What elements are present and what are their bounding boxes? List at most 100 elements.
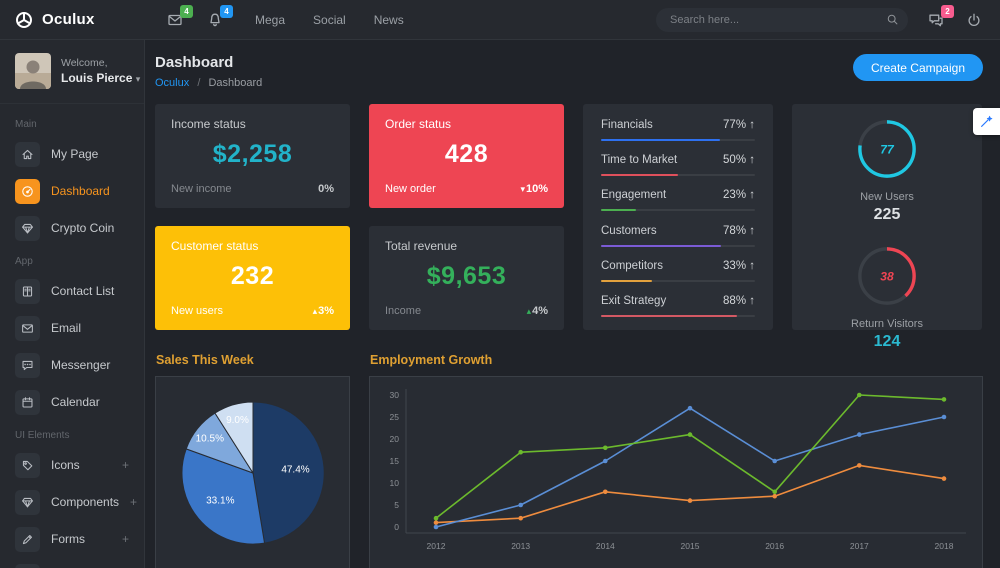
sales-pie-chart[interactable]: 47.4%33.1%10.5%9.0% AppleNokiaMIVivo bbox=[155, 376, 350, 568]
search-icon[interactable] bbox=[886, 13, 899, 26]
user-greeting: Welcome, bbox=[61, 57, 108, 69]
stat-footer-value: 0% bbox=[318, 183, 334, 195]
income-status-card: Income status $2,258 New income 0% bbox=[155, 104, 350, 208]
envelope-icon bbox=[167, 12, 183, 28]
svg-text:38: 38 bbox=[880, 269, 894, 283]
sidebar-item-label: Forms bbox=[51, 532, 85, 546]
customer-status-card: Customer status 232 New users ▴3% bbox=[155, 226, 350, 330]
messages-button[interactable]: 4 bbox=[167, 4, 193, 29]
expand-icon[interactable]: + bbox=[121, 458, 129, 472]
sidebar-group-label: UI Elements bbox=[15, 430, 70, 441]
sidebar-item-tables[interactable]: Tables+ bbox=[15, 563, 129, 568]
svg-text:30: 30 bbox=[390, 390, 400, 400]
stat-footer-label: New users bbox=[171, 305, 223, 317]
svg-text:10: 10 bbox=[390, 478, 400, 488]
chat-badge: 2 bbox=[941, 4, 954, 18]
stat-title: Customer status bbox=[171, 239, 259, 253]
stat-value: $9,653 bbox=[426, 262, 507, 290]
breadcrumb-current: Dashboard bbox=[208, 77, 263, 89]
sidebar-item-label: Crypto Coin bbox=[51, 221, 115, 235]
pie-chart-title: Sales This Week bbox=[156, 353, 254, 367]
search-input[interactable] bbox=[656, 7, 908, 32]
page-header: Dashboard Oculux / Dashboard Create Camp… bbox=[155, 54, 983, 89]
sidebar-item-crypto-coin[interactable]: Crypto Coin bbox=[15, 215, 129, 241]
components-icon bbox=[15, 489, 40, 515]
breadcrumb-link[interactable]: Oculux bbox=[155, 77, 190, 89]
sidebar-item-forms[interactable]: Forms + bbox=[15, 526, 129, 552]
svg-text:2018: 2018 bbox=[935, 541, 954, 551]
diamond-icon bbox=[15, 215, 40, 241]
top-navbar: Oculux 4 4 Mega Social News 2 bbox=[0, 0, 1000, 40]
dashboard-icon bbox=[15, 178, 40, 204]
stat-value: $2,258 bbox=[212, 140, 293, 168]
brand[interactable]: Oculux bbox=[0, 11, 145, 29]
sidebar-group-label: Main bbox=[15, 119, 37, 130]
chat-button[interactable]: 2 bbox=[928, 4, 954, 29]
stat-title: Order status bbox=[385, 117, 452, 131]
sidebar-item-label: Contact List bbox=[51, 284, 115, 298]
sidebar-item-icons[interactable]: Icons + bbox=[15, 452, 129, 478]
svg-text:10.5%: 10.5% bbox=[195, 433, 223, 444]
progress-row: Financials 77% ↑ bbox=[601, 119, 755, 141]
progress-row: Competitors 33% ↑ bbox=[601, 260, 755, 282]
sidebar-item-label: Dashboard bbox=[51, 184, 110, 198]
tag-icon bbox=[15, 452, 40, 478]
customizer-button[interactable] bbox=[973, 108, 1000, 135]
nav-link-social[interactable]: Social bbox=[313, 12, 346, 27]
nav-link-news[interactable]: News bbox=[373, 12, 404, 27]
charts-row: Sales This Week 47.4%33.1%10.5%9.0% Appl… bbox=[155, 353, 983, 568]
nav-links: Mega Social News bbox=[255, 13, 404, 27]
line-chart-title: Employment Growth bbox=[370, 353, 493, 367]
nav-link-mega[interactable]: Mega bbox=[255, 12, 286, 27]
svg-text:33.1%: 33.1% bbox=[206, 495, 234, 506]
stat-title: Total revenue bbox=[385, 239, 458, 253]
pie-chart: 47.4% 33.1% 10.5% 9.0% bbox=[156, 389, 349, 555]
sidebar-item-email[interactable]: Email bbox=[15, 315, 129, 341]
create-campaign-button[interactable]: Create Campaign bbox=[852, 54, 983, 81]
order-status-card: Order status 428 New order ▾10% bbox=[369, 104, 564, 208]
employment-line-chart[interactable]: 0 5 10 15 20 25 30 2012 2013 2014 2015 2016 2017 2018… bbox=[369, 376, 983, 568]
financials-card: Financials 77% ↑ Time to Market 50% ↑ Engage… bbox=[583, 104, 773, 330]
gauge-new-users: 77 New Users 225 bbox=[856, 118, 918, 224]
svg-text:2017: 2017 bbox=[850, 541, 869, 551]
stat-footer-label: New income bbox=[171, 183, 232, 195]
sidebar-item-label: Icons bbox=[51, 458, 80, 472]
stat-footer-label: Income bbox=[385, 305, 422, 317]
progress-row: Engagement 23% ↑ bbox=[601, 189, 755, 212]
email-icon bbox=[15, 315, 40, 341]
stat-cards: Income status $2,258 New income 0% Order… bbox=[155, 104, 983, 350]
sidebar-item-dashboard[interactable]: Dashboard bbox=[15, 178, 129, 204]
calendar-icon bbox=[15, 389, 40, 415]
sidebar-item-contact-list[interactable]: Contact List bbox=[15, 278, 129, 304]
expand-icon[interactable]: + bbox=[121, 532, 129, 546]
contacts-icon bbox=[15, 278, 40, 304]
expand-icon[interactable]: + bbox=[130, 495, 138, 509]
svg-text:9.0%: 9.0% bbox=[226, 415, 249, 426]
sidebar-item-messenger[interactable]: Messenger bbox=[15, 352, 129, 378]
chevron-down-icon: ▾ bbox=[135, 74, 141, 84]
progress-row: Time to Market 50% ↑ bbox=[601, 154, 755, 177]
power-button[interactable] bbox=[966, 11, 984, 29]
sidebar-item-label: Email bbox=[51, 321, 82, 335]
sidebar-item-components[interactable]: Components + bbox=[15, 489, 137, 515]
svg-text:0: 0 bbox=[394, 522, 399, 532]
progress-row: Customers 78% ↑ bbox=[601, 225, 755, 247]
user-menu[interactable]: Louis Pierce ▾ bbox=[61, 71, 141, 85]
sidebar-item-calendar[interactable]: Calendar bbox=[15, 389, 129, 415]
notifications-button[interactable]: 4 bbox=[207, 4, 233, 29]
progress-row: Exit Strategy 88% ↑ bbox=[601, 295, 755, 317]
layers-icon bbox=[15, 563, 40, 568]
svg-text:2016: 2016 bbox=[765, 541, 784, 551]
messenger-icon bbox=[15, 352, 40, 378]
visitors-card: 77 New Users 225 38 Return Visitors 124 bbox=[792, 104, 982, 350]
total-revenue-card: Total revenue $9,653 Income ▴4% bbox=[369, 226, 564, 330]
user-block: Welcome, Louis Pierce ▾ bbox=[0, 40, 144, 104]
home-icon bbox=[15, 141, 40, 167]
trend-up-icon: ▴ bbox=[312, 306, 318, 316]
svg-text:2014: 2014 bbox=[596, 541, 615, 551]
employment-line-section: Employment Growth 0 5 10 15 20 25 30 2012 2013 20… bbox=[369, 353, 983, 568]
sidebar-item-my-page[interactable]: My Page bbox=[15, 141, 129, 167]
svg-text:47.4%: 47.4% bbox=[281, 465, 309, 476]
sales-pie-section: Sales This Week 47.4%33.1%10.5%9.0% Appl… bbox=[155, 353, 350, 568]
avatar[interactable] bbox=[15, 53, 51, 89]
